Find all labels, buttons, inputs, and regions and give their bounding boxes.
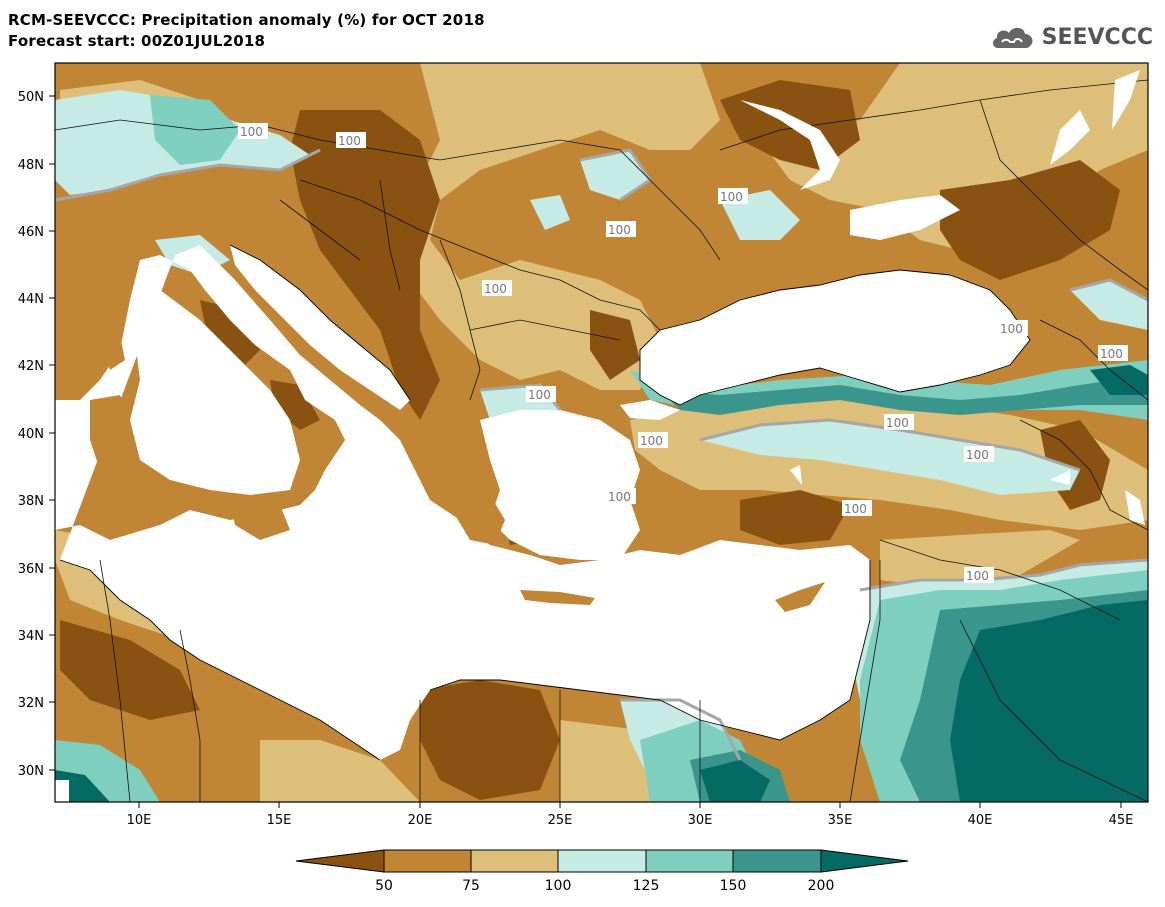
contour-label: 100 <box>842 500 872 516</box>
lon-axis: 10E 15E 20E 25E 30E 35E 40E 45E <box>127 802 1134 828</box>
colorbar-swatch <box>820 849 909 873</box>
lon-label: 15E <box>267 813 292 828</box>
colorbar: 50 75 100 125 150 200 <box>295 849 909 894</box>
coastlines <box>59 244 1031 761</box>
lat-label: 38N <box>18 494 44 509</box>
anomaly-above-200-areas <box>55 365 1148 802</box>
lat-label: 32N <box>18 696 44 711</box>
island-corsica <box>100 335 125 370</box>
svg-text:100: 100 <box>484 282 507 296</box>
contour-label: 100 <box>482 280 512 296</box>
colorbar-swatch <box>732 849 822 873</box>
map-field: 100 100 100 100 100 100 100 100 100 100 … <box>55 63 1148 802</box>
contour-label: 100 <box>964 446 994 462</box>
colorbar-swatch <box>295 849 385 873</box>
lon-label: 35E <box>828 813 853 828</box>
lat-label: 48N <box>18 158 44 173</box>
lon-label: 10E <box>127 813 152 828</box>
lat-label: 36N <box>18 562 44 577</box>
colorbar-tick-label: 125 <box>633 878 660 894</box>
contour-label: 100 <box>718 188 748 204</box>
contour-label: 100 <box>526 386 556 402</box>
colorbar-tick-label: 150 <box>720 878 747 894</box>
contour-labels: 100 100 100 100 100 100 100 100 100 100 … <box>238 123 1128 583</box>
lon-label: 25E <box>548 813 573 828</box>
colorbar-tick-label: 75 <box>462 878 480 894</box>
contour-label: 100 <box>1098 345 1128 361</box>
svg-text:100: 100 <box>640 434 663 448</box>
svg-text:100: 100 <box>1100 347 1123 361</box>
contour-label: 100 <box>606 221 636 237</box>
svg-text:100: 100 <box>966 448 989 462</box>
colorbar-swatch <box>557 849 647 873</box>
peloponnese <box>455 490 505 545</box>
svg-text:100: 100 <box>608 223 631 237</box>
svg-text:100: 100 <box>720 190 743 204</box>
lat-ticks <box>49 95 55 771</box>
country-borders <box>55 79 1148 802</box>
lat-label: 46N <box>18 225 44 240</box>
colorbar-tick-label: 200 <box>808 878 835 894</box>
lat-label: 40N <box>18 427 44 442</box>
contour-label: 100 <box>238 123 268 139</box>
seevccc-logo: SEEVCCC <box>990 22 1153 52</box>
lon-label: 45E <box>1109 813 1134 828</box>
map-title: RCM-SEEVCCC: Precipitation anomaly (%) f… <box>8 10 485 52</box>
contour-label: 100 <box>964 567 994 583</box>
contour-label: 100 <box>884 414 914 430</box>
island-cyprus <box>775 582 825 612</box>
contour-label: 100 <box>336 132 366 148</box>
svg-text:100: 100 <box>240 125 263 139</box>
svg-text:100: 100 <box>338 134 361 148</box>
lat-label: 34N <box>18 629 44 644</box>
svg-text:100: 100 <box>966 569 989 583</box>
island-sicily <box>230 500 290 540</box>
svg-text:100: 100 <box>1000 322 1023 336</box>
title-line-1: RCM-SEEVCCC: Precipitation anomaly (%) f… <box>8 11 485 29</box>
svg-text:100: 100 <box>886 416 909 430</box>
islands <box>90 335 825 612</box>
colorbar-swatch <box>470 849 559 873</box>
island-crete <box>520 590 595 605</box>
svg-text:100: 100 <box>844 502 867 516</box>
contour-100-lines <box>55 148 1148 761</box>
lon-ticks <box>138 802 1122 808</box>
lon-label: 40E <box>968 813 993 828</box>
colorbar-tick-label: 100 <box>545 878 572 894</box>
contour-label: 100 <box>638 432 668 448</box>
lon-label: 30E <box>688 813 713 828</box>
lat-label: 42N <box>18 359 44 374</box>
logo-text: SEEVCCC <box>1041 24 1153 50</box>
lat-label: 50N <box>18 90 44 105</box>
title-line-2: Forecast start: 00Z01JUL2018 <box>8 32 266 50</box>
cloud-icon <box>992 27 1033 48</box>
colorbar-swatch <box>645 849 734 873</box>
colorbar-tick-label: 50 <box>375 878 393 894</box>
lat-label: 44N <box>18 292 44 307</box>
missing-data-specks <box>55 70 1145 802</box>
contour-label: 100 <box>606 488 636 504</box>
svg-text:100: 100 <box>528 388 551 402</box>
lat-axis: 50N 48N 46N 44N 42N 40N 38N 36N 34N 32N … <box>18 90 55 779</box>
island-sardinia <box>90 395 130 470</box>
lat-label: 30N <box>18 764 44 779</box>
lon-label: 20E <box>408 813 433 828</box>
colorbar-swatch <box>383 849 472 873</box>
contour-label: 100 <box>998 320 1028 336</box>
svg-text:100: 100 <box>608 490 631 504</box>
